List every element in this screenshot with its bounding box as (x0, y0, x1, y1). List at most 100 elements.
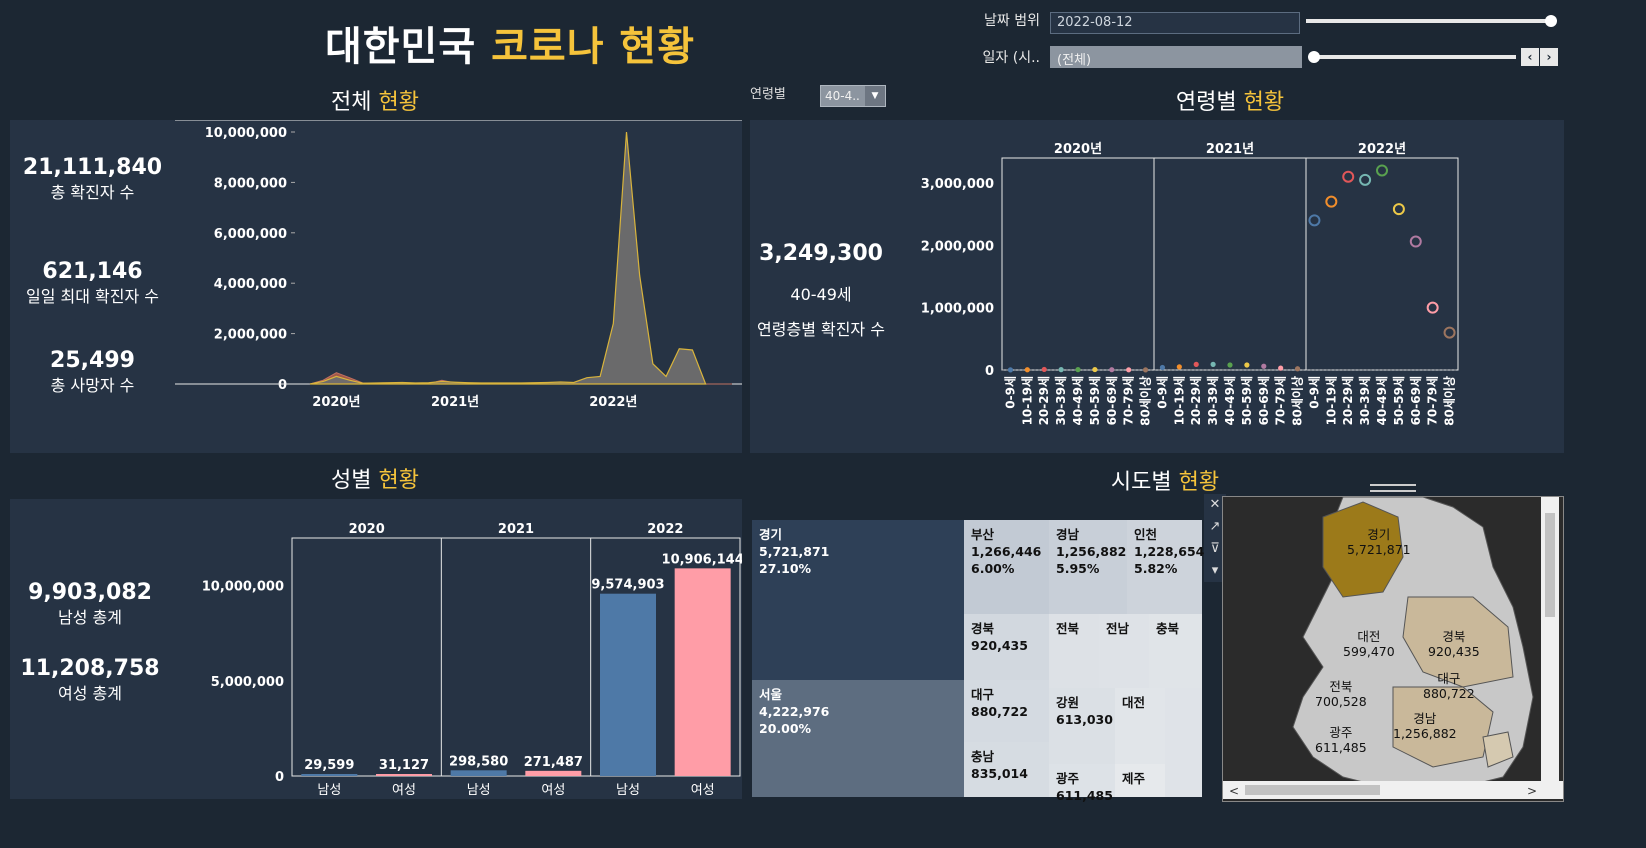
popout-icon[interactable]: ↗ (1209, 519, 1221, 534)
facet-label: 2020 (349, 522, 385, 537)
date-range-slider-knob[interactable] (1545, 15, 1557, 27)
treemap-cell-text: 1,266,446 (971, 544, 1042, 559)
treemap-cell[interactable]: 전남 (1099, 614, 1149, 688)
scatter-point (1426, 301, 1439, 314)
section-title-age-b: 현황 (1243, 90, 1285, 115)
scatter-point (1092, 366, 1098, 373)
age-filter-dropdown[interactable]: 40-4.. ▼ (820, 85, 886, 107)
map-region-gyeongbuk (1402, 596, 1514, 688)
male-total-value: 9,903,082 (28, 580, 152, 605)
facet-label: 2022년 (1358, 142, 1406, 157)
korea-map: < > (1223, 497, 1563, 801)
x-tick-label: 20-29세 (1340, 376, 1355, 425)
cases-area (309, 131, 707, 385)
date-range-slider[interactable] (1306, 19, 1552, 23)
map-region-name: 광주 (1329, 725, 1353, 740)
section-title-region-a: 시도별 (1110, 470, 1179, 495)
treemap-cell-text: 5.82% (1134, 561, 1178, 576)
treemap-cell-text: 광주 (1056, 771, 1080, 786)
total-deaths-value: 25,499 (50, 348, 135, 373)
age-filter-label: 연령별 (750, 87, 786, 102)
scatter-point (1261, 363, 1267, 369)
treemap-cell[interactable]: 경기 5,721,871 27.10% (752, 520, 964, 680)
scatter-point (1210, 361, 1216, 367)
more-options-icon[interactable]: ▾ (1211, 563, 1219, 578)
bar (301, 774, 358, 776)
x-tick-label: 2021년 (431, 395, 479, 410)
scatter-point (1325, 195, 1338, 208)
total-deaths-label: 총 사망자 수 (50, 376, 135, 395)
treemap-cell-text: 인천 (1134, 527, 1158, 542)
filter-icon[interactable]: ⊽ (1210, 541, 1220, 556)
date-filter-input[interactable]: (전체) (1050, 46, 1302, 68)
treemap-cell[interactable]: 충남 835,014 (964, 742, 1049, 797)
age-filter-value: 40-4.. (825, 89, 860, 103)
treemap-cell[interactable]: 충북 (1149, 614, 1202, 688)
treemap-cell-text: 6.00% (971, 561, 1015, 576)
x-tick-label: 2020년 (312, 395, 360, 410)
treemap-cell[interactable]: 부산 1,266,446 6.00% (964, 520, 1049, 614)
map-toolbar: ✕ ↗ ⊽ ▾ (1204, 494, 1226, 582)
map-region-label: 대전 599,470 (1343, 629, 1395, 659)
drag-handle-icon[interactable] (1370, 484, 1416, 492)
treemap-cell-text: 전남 (1106, 621, 1130, 636)
map-region-label: 경북 920,435 (1428, 629, 1480, 659)
treemap-cell[interactable]: 서울 4,222,976 20.00% (752, 680, 964, 797)
y-tick-label: 0 (275, 770, 284, 785)
scatter-point (1244, 362, 1250, 368)
x-tick-label: 40-49세 (1222, 376, 1237, 425)
date-range-label: 날짜 범위 (984, 13, 1040, 29)
treemap-cell[interactable]: 대전 (1115, 688, 1165, 764)
region-map[interactable]: < > 경기 5,721,871 대전 599,470 경북 920,435 대구 880,7… (1222, 496, 1564, 802)
map-region-label: 경남 1,256,882 (1393, 711, 1457, 741)
close-icon[interactable]: ✕ (1209, 497, 1221, 512)
x-tick-label: 60-69세 (1408, 376, 1423, 425)
x-tick-label: 40-49세 (1070, 376, 1085, 425)
treemap-cell[interactable]: 경북 920,435 (964, 614, 1049, 680)
date-slider-knob[interactable] (1308, 51, 1320, 63)
map-scroll-left-icon: < (1229, 784, 1239, 798)
treemap-cell-text: 강원 (1056, 695, 1080, 710)
treemap-cell-text: 880,722 (971, 704, 1028, 719)
data-label: 10,906,144 (662, 552, 742, 567)
x-tick-label: 60-69세 (1104, 376, 1119, 425)
scatter-point (1308, 214, 1321, 227)
map-horizontal-scrollbar-thumb (1245, 785, 1380, 795)
y-tick-label: 6,000,000 (214, 227, 287, 242)
treemap-cell-text: 제주 (1122, 771, 1146, 786)
treemap-cell-text: 1,256,882 (1056, 544, 1127, 559)
scatter-point (1109, 367, 1115, 373)
treemap-cell[interactable]: 광주 611,485 (1049, 764, 1115, 803)
bar (376, 774, 432, 776)
treemap-cell[interactable]: 전북 (1049, 614, 1099, 688)
data-label: 271,487 (524, 755, 583, 770)
date-range-input[interactable]: 2022-08-12 (1050, 12, 1300, 34)
treemap-cell-text: 충남 (971, 749, 995, 764)
scatter-point (1409, 235, 1422, 248)
treemap-cell[interactable]: 경남 1,256,882 5.95% (1049, 520, 1127, 614)
x-tick-label: 50-59세 (1087, 376, 1102, 425)
treemap-cell[interactable]: 강원 613,030 (1049, 688, 1115, 764)
y-tick-label: 0 (985, 364, 994, 379)
prev-date-button[interactable]: ‹ (1521, 48, 1539, 66)
scatter-point (1278, 365, 1284, 371)
treemap-cell[interactable]: 제주 (1115, 764, 1165, 797)
section-title-total-b: 현황 (378, 90, 419, 115)
treemap-cell[interactable]: 대구 880,722 (964, 680, 1049, 742)
map-region-label: 경기 5,721,871 (1347, 527, 1411, 557)
region-treemap: 경기 5,721,871 27.10% 서울 4,222,976 20.00% 부산 1,26… (752, 520, 1204, 803)
map-region-label: 광주 611,485 (1315, 725, 1367, 755)
scatter-point (1392, 203, 1405, 216)
x-tick-label: 50-59세 (1239, 376, 1254, 425)
map-region-name: 경기 (1367, 527, 1391, 542)
x-tick-label: 60-69세 (1256, 376, 1271, 425)
x-tick-label: 80세이상 (1290, 376, 1305, 426)
date-slider[interactable] (1312, 55, 1516, 59)
x-tick-label: 70-79세 (1121, 376, 1136, 425)
treemap-cell[interactable]: 인천 1,228,654 5.82% (1127, 520, 1204, 614)
scatter-point (1227, 362, 1233, 368)
facet-label: 2021년 (1206, 142, 1254, 157)
y-tick-label: 4,000,000 (214, 277, 287, 292)
next-date-button[interactable]: › (1540, 48, 1558, 66)
